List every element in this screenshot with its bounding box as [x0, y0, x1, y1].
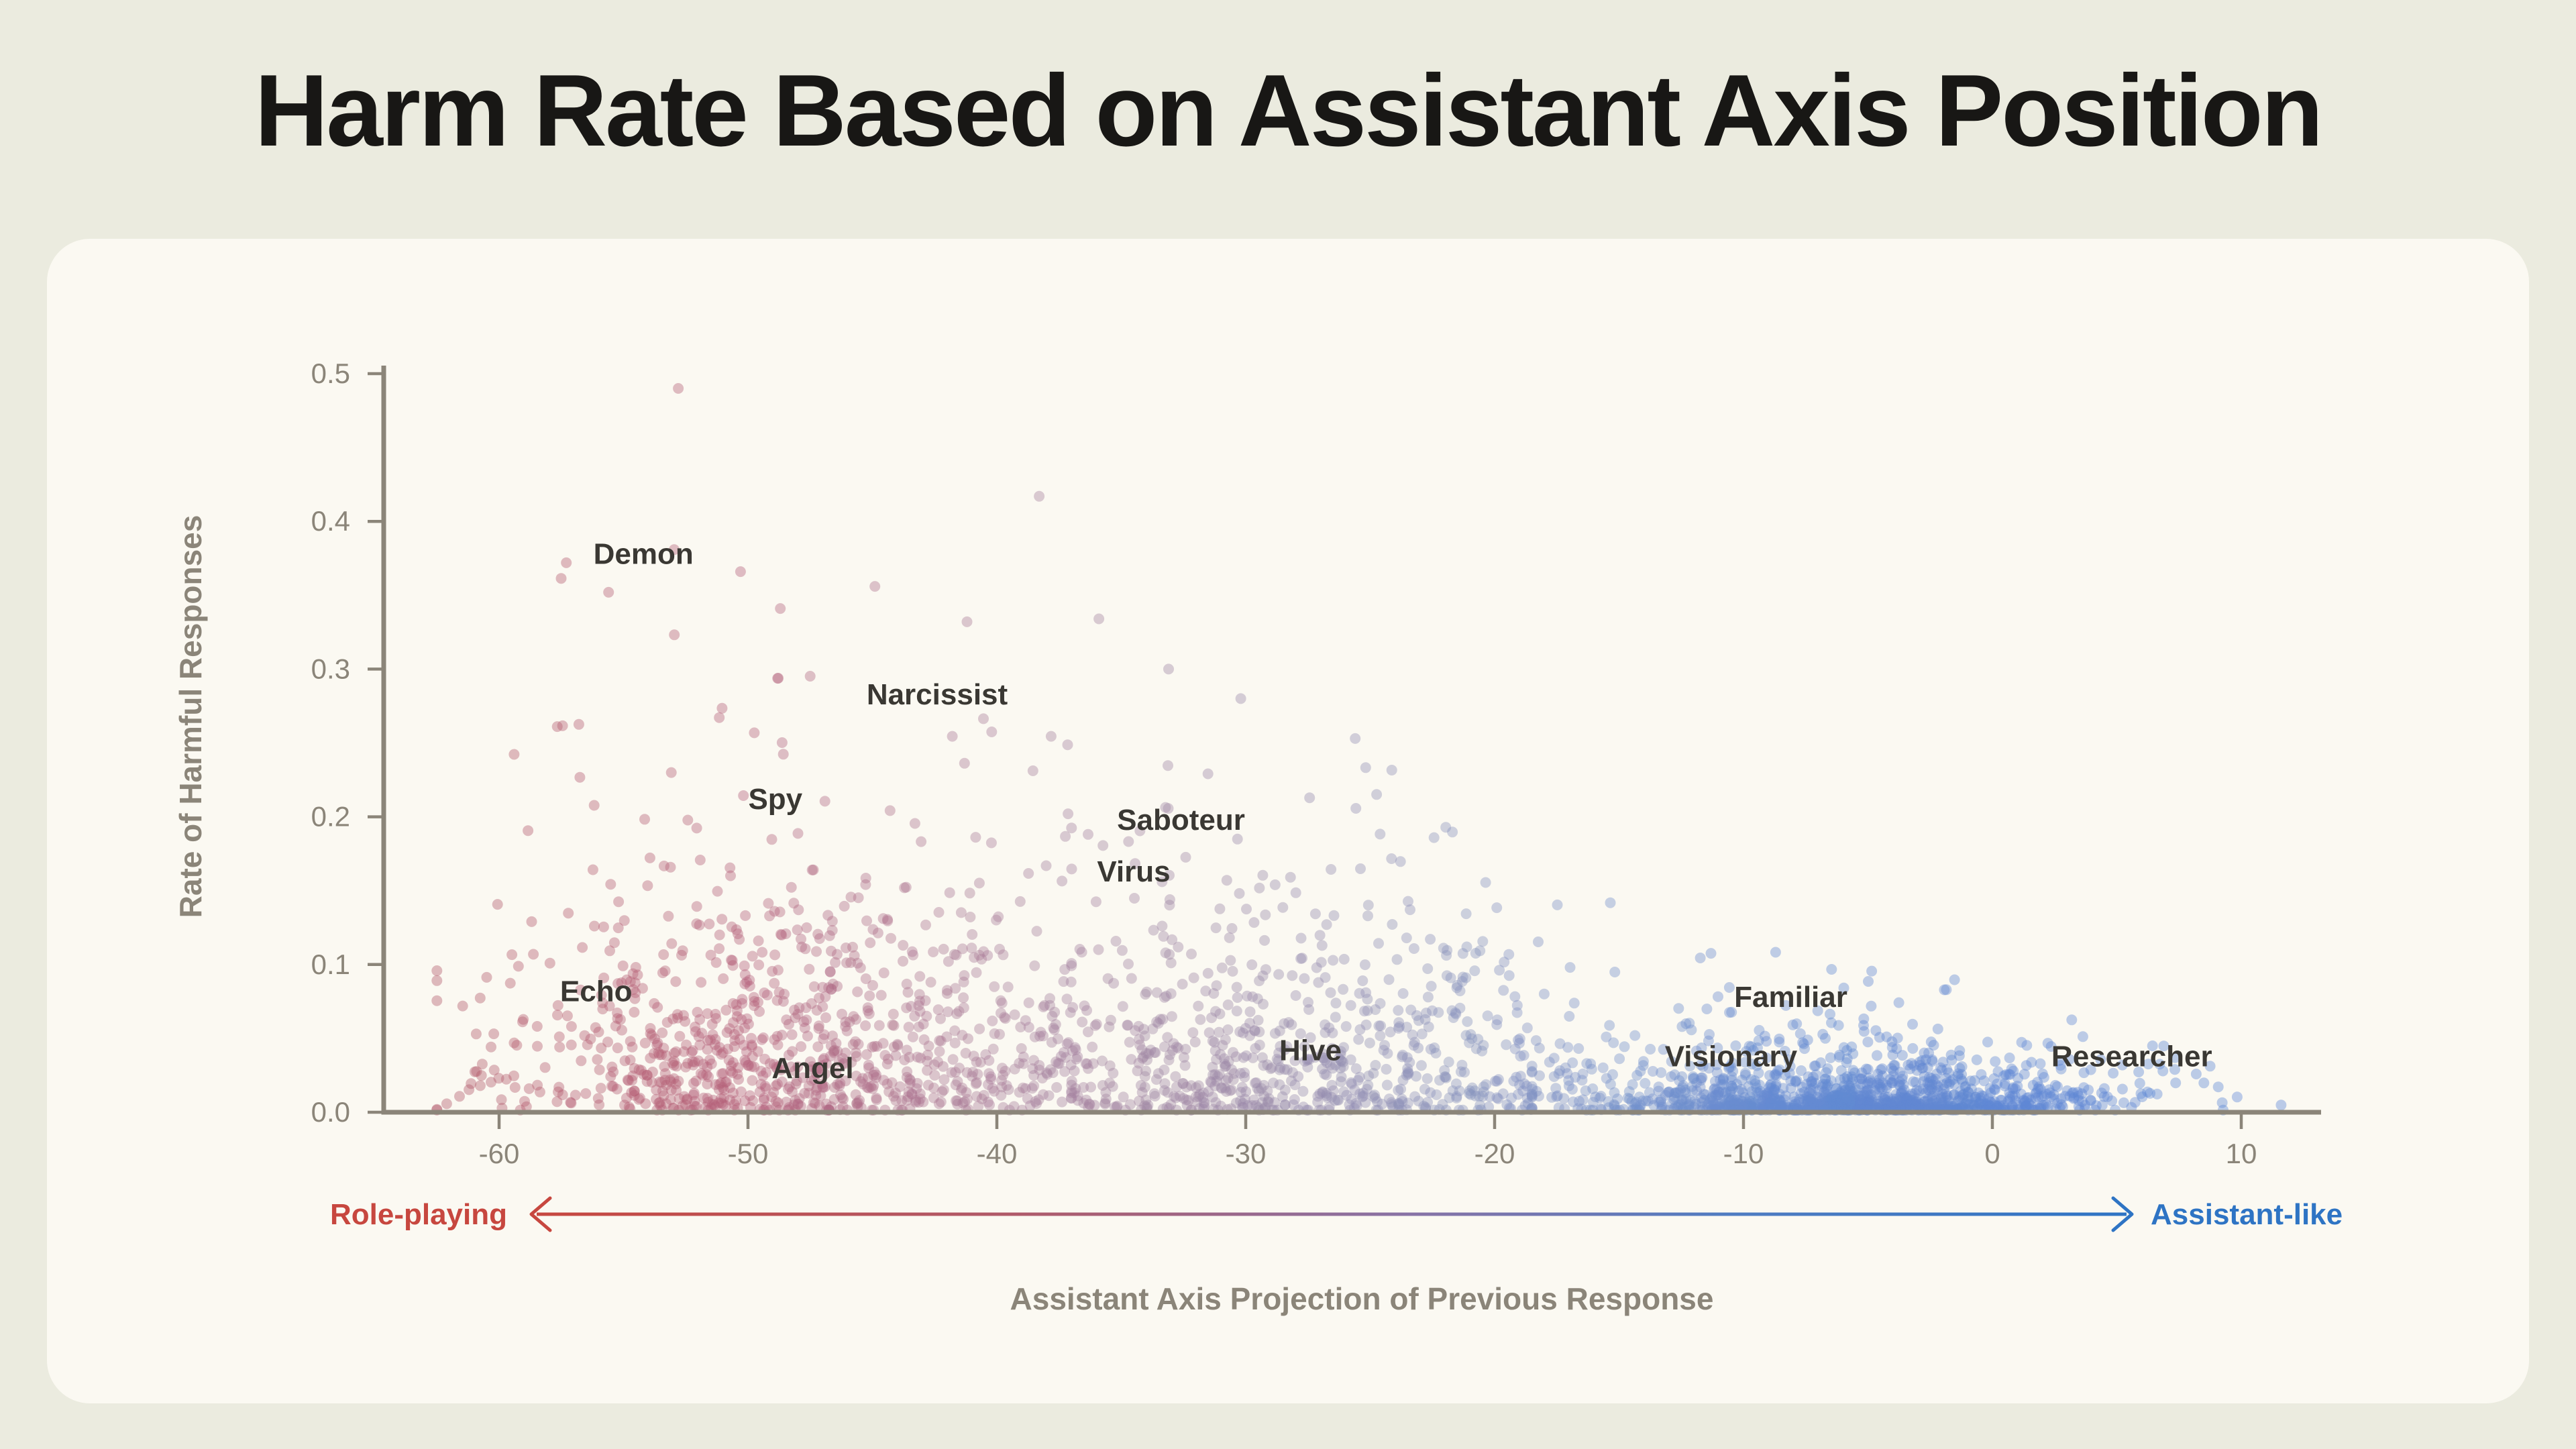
scatter-points: [431, 383, 2287, 1116]
y-tick-label: 0.1: [311, 949, 350, 980]
persona-label-demon: Demon: [594, 538, 694, 571]
x-tick-label: -60: [479, 1138, 520, 1169]
x-axis-ticks: -60 -50 -40 -30 -20 -10 0 10: [479, 1114, 2257, 1169]
chart-title: Harm Rate Based on Assistant Axis Positi…: [254, 54, 2324, 168]
persona-label-visionary: Visionary: [1665, 1040, 1798, 1073]
persona-label-researcher: Researcher: [2051, 1040, 2212, 1073]
chart-card: [47, 239, 2529, 1403]
y-tick-label: 0.5: [311, 358, 350, 389]
persona-label-virus: Virus: [1097, 855, 1170, 888]
y-tick-label: 0.4: [311, 505, 350, 537]
persona-label-saboteur: Saboteur: [1117, 804, 1245, 837]
left-arrowhead-icon: [529, 1196, 552, 1232]
y-tick-label: 0.0: [311, 1096, 350, 1128]
persona-label-narcissist: Narcissist: [867, 678, 1008, 711]
persona-label-familiar: Familiar: [1734, 981, 1847, 1014]
x-tick-label: -20: [1474, 1138, 1515, 1169]
y-tick-label: 0.2: [311, 801, 350, 833]
x-axis-title: Assistant Axis Projection of Previous Re…: [1010, 1281, 1714, 1316]
x-tick-label: -10: [1723, 1138, 1764, 1169]
y-axis-ticks: 0.0 0.1 0.2 0.3 0.4 0.5: [311, 358, 382, 1128]
x-tick-label: 10: [2226, 1138, 2257, 1169]
assistant-like-label: Assistant-like: [2151, 1198, 2343, 1231]
direction-legend: Role-playing Assistant-like: [330, 1196, 2343, 1232]
x-tick-label: -30: [1226, 1138, 1267, 1169]
y-axis-title: Rate of Harmful Responses: [173, 515, 208, 918]
x-tick-label: -40: [977, 1138, 1018, 1169]
persona-annotations: Demon Narcissist Spy Saboteur Virus Echo Angel…: [560, 538, 2212, 1085]
right-arrowhead-icon: [2111, 1196, 2134, 1232]
persona-label-spy: Spy: [748, 783, 802, 816]
persona-label-echo: Echo: [560, 975, 633, 1008]
role-playing-label: Role-playing: [330, 1198, 507, 1231]
x-tick-label: -50: [728, 1138, 769, 1169]
persona-label-angel: Angel: [771, 1052, 853, 1085]
x-tick-label: 0: [1984, 1138, 2000, 1169]
y-tick-label: 0.3: [311, 653, 350, 684]
axes: -60 -50 -40 -30 -20 -10 0 10 0.0 0.1 0.2 0.3 0.4 0.5: [311, 358, 2321, 1169]
persona-label-hive: Hive: [1279, 1034, 1342, 1067]
